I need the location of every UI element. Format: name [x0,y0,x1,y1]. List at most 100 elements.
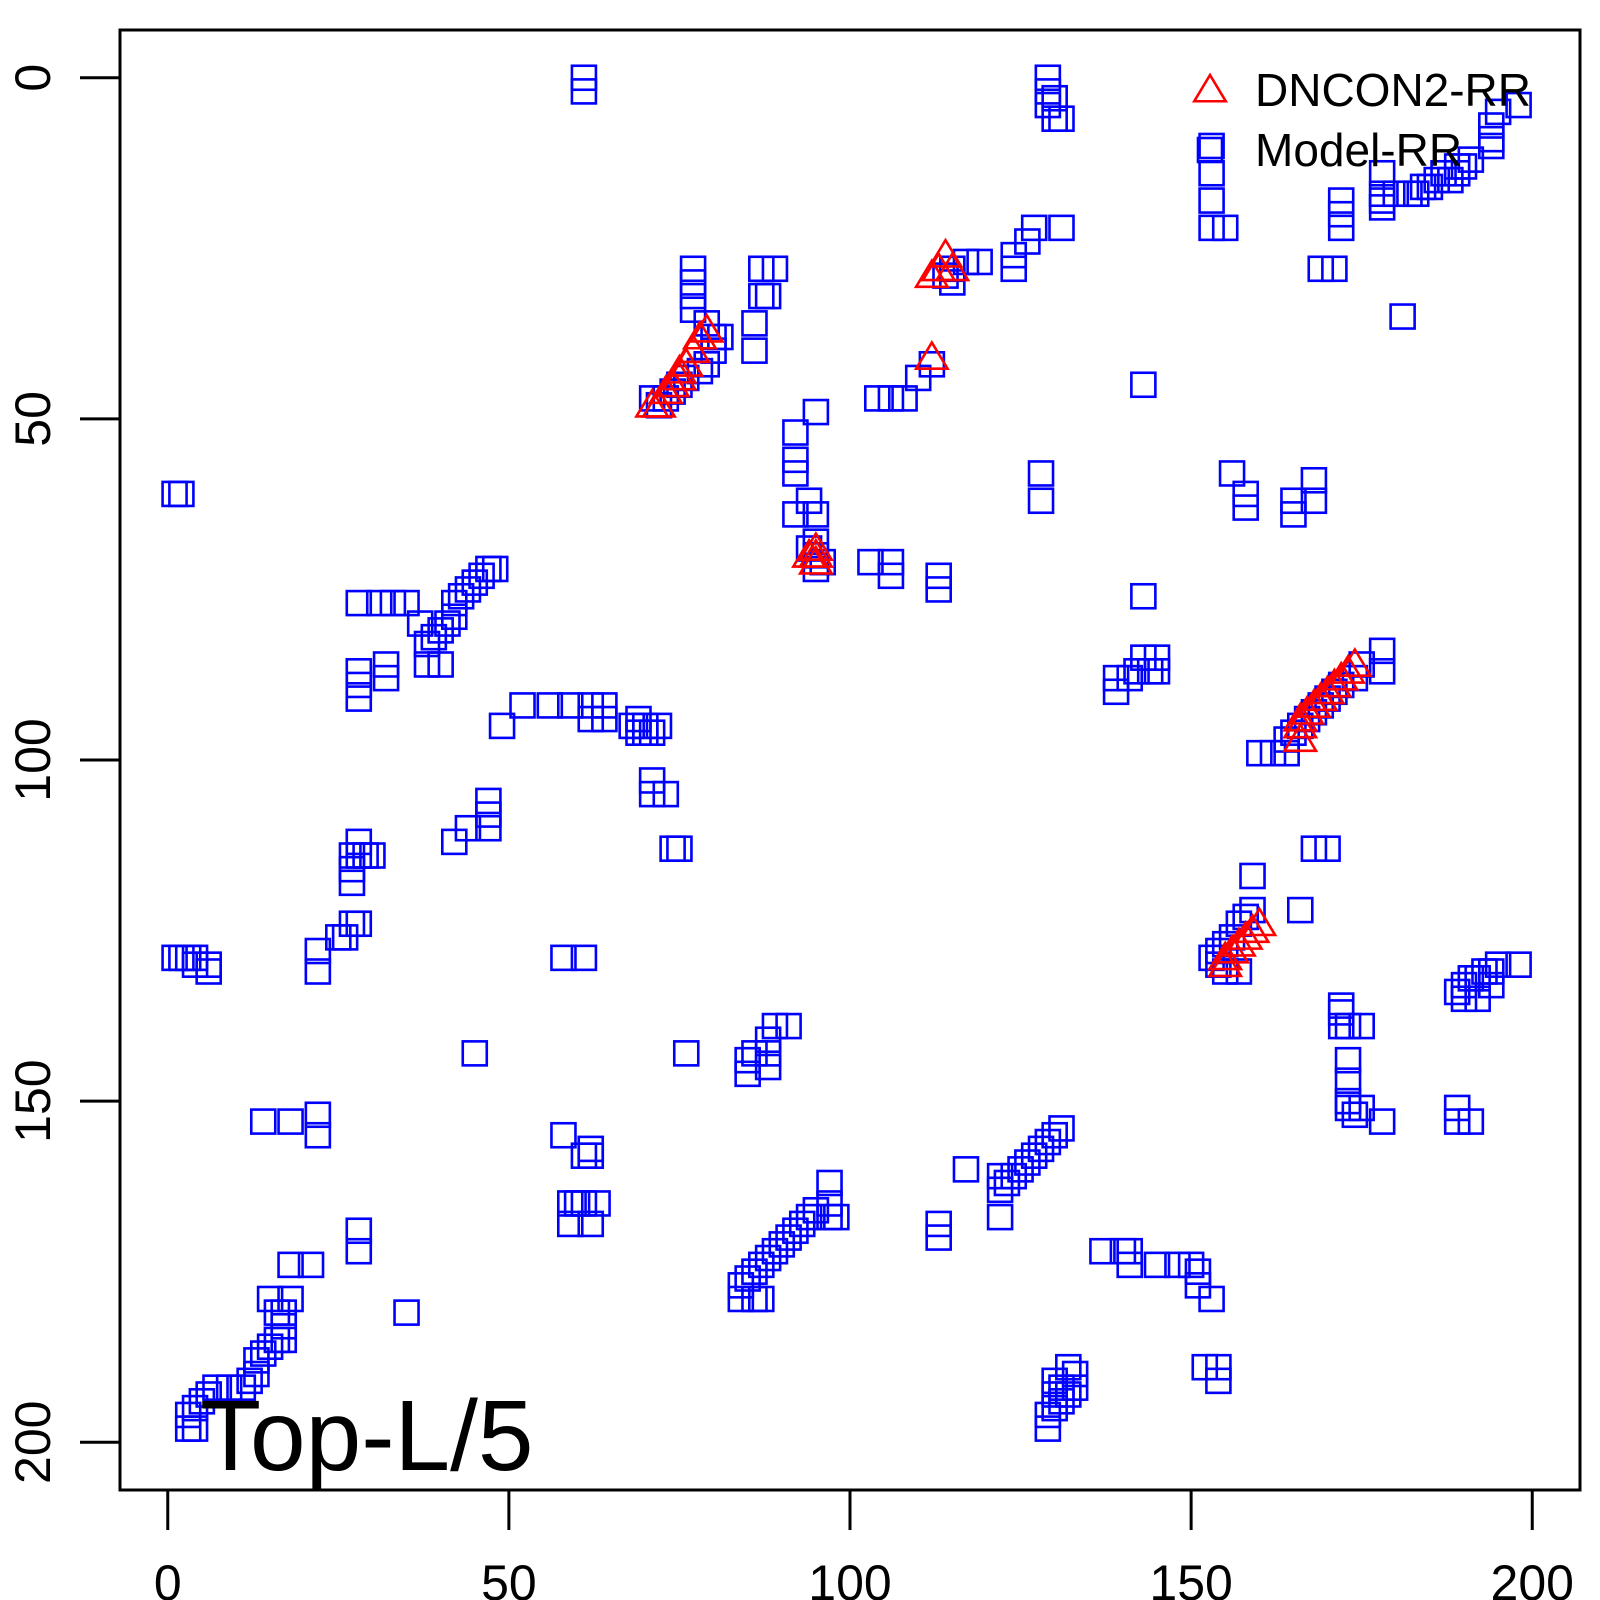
model-rr-point [345,842,373,869]
model-rr-point [966,248,993,276]
model-rr-point [338,842,366,869]
dncon2-rr-point [634,387,671,418]
model-rr-point [1368,159,1396,187]
model-rr-point [440,589,468,617]
model-rr-point [1300,466,1328,494]
dncon2-rr-point [1282,708,1319,739]
model-rr-point [1368,187,1396,214]
model-rr-point [782,1217,809,1245]
model-rr-point [1034,1128,1062,1156]
model-rr-point [263,1299,291,1326]
model-rr-point [577,1142,605,1170]
model-rr-point [1102,664,1130,692]
series-model-rr [161,64,1532,1442]
model-rr-point [297,1251,325,1279]
model-rr-point [577,705,605,733]
model-rr-point [816,1169,843,1197]
model-rr-point [570,1190,598,1217]
chart-annotation: Top-L/5 [200,1380,534,1492]
model-rr-point [679,255,707,283]
y-tick-label: 50 [5,391,61,447]
model-rr-point [174,1401,202,1429]
model-rr-point [1198,159,1225,187]
model-rr-point [741,310,768,337]
model-rr-point [952,1156,980,1183]
model-rr-point [1334,1012,1362,1040]
model-rr-point [925,576,952,603]
y-tick-label: 100 [5,718,61,801]
model-rr-point [939,269,966,296]
model-rr-point [782,501,809,528]
model-rr-point [1327,187,1355,214]
model-rr-point [577,692,605,719]
dncon2-rr-point [797,544,834,575]
model-rr-point [1450,985,1478,1013]
model-rr-point [775,1012,802,1040]
model-rr-point [1198,1285,1225,1313]
model-rr-point [1041,1121,1068,1149]
model-rr-point [1055,1381,1082,1408]
model-rr-point [1505,91,1532,119]
model-rr-point [625,705,652,733]
model-rr-point [754,1026,782,1054]
model-rr-point [1484,951,1512,978]
model-rr-point [1184,1272,1212,1299]
model-rr-point [1334,1067,1362,1094]
model-rr-point [727,1285,755,1313]
model-rr-point [181,951,209,978]
model-rr-point [1007,1156,1034,1183]
model-rr-point [338,869,366,897]
dncon2-rr-point [1295,687,1332,718]
plot-area-frame [118,28,1582,1492]
model-rr-point [1450,971,1478,999]
model-rr-point [1034,78,1062,105]
model-rr-point [406,610,434,637]
dncon2-rr-point [934,251,971,282]
model-rr-point [1034,1415,1062,1442]
model-rr-point [1048,1374,1075,1401]
model-rr-point [1191,1353,1219,1381]
model-rr-point [1457,965,1485,992]
model-rr-point [1041,1367,1068,1395]
model-rr-point [304,1121,332,1149]
dncon2-rr-point [661,360,698,391]
model-rr-point [1396,180,1423,208]
model-rr-point [993,1169,1021,1197]
model-rr-point [413,651,441,678]
dncon2-rr-point [654,367,691,398]
model-rr-point [1218,460,1246,487]
x-axis: 0 50 100 150 200 [154,1488,1574,1600]
model-rr-point [1014,228,1041,255]
model-rr-point [1300,835,1328,862]
dncon2-rr-point [1302,681,1339,712]
series-dncon2-rr [634,237,1373,978]
model-rr-point [754,1244,782,1272]
model-rr-point [741,1258,768,1285]
model-rr-point [1034,1401,1062,1429]
model-rr-point [877,548,905,576]
model-rr-point [1368,658,1396,685]
model-rr-point [1443,1108,1471,1135]
model-rr-point [1327,214,1355,242]
model-rr-point [1334,1046,1362,1074]
model-rr-point [195,1381,222,1408]
model-rr-point [188,1388,216,1415]
legend-label: DNCON2-RR [1255,64,1531,116]
model-rr-point [925,562,952,590]
model-rr-point [1321,255,1348,283]
model-rr-point [338,855,366,883]
model-rr-point [1164,1251,1191,1279]
model-rr-point [1041,84,1068,112]
model-rr-point [1334,1094,1362,1122]
model-rr-point [195,958,222,985]
model-rr-point [1280,487,1307,515]
model-rr-point [1102,678,1130,706]
model-rr-point [775,1224,802,1251]
model-rr-point [1130,644,1157,671]
model-rr-point [638,780,666,808]
model-rr-point [727,1272,755,1299]
model-rr-point [345,671,373,699]
model-rr-point [1143,644,1171,671]
model-rr-point [795,1203,823,1231]
